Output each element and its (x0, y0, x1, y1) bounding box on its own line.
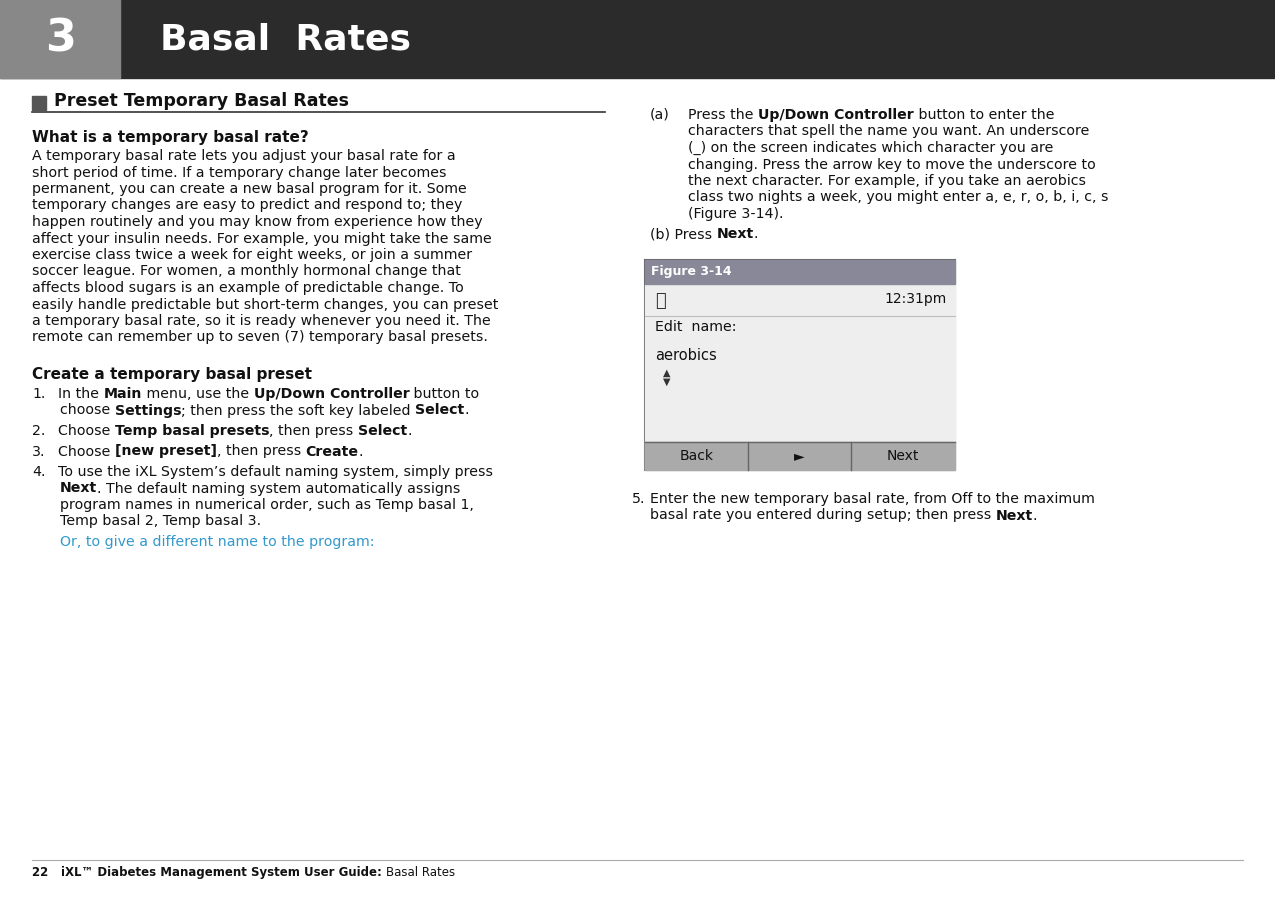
Text: .: . (464, 404, 469, 417)
Text: 4.: 4. (32, 465, 46, 479)
Text: easily handle predictable but short-term changes, you can preset: easily handle predictable but short-term… (32, 297, 499, 312)
Text: .: . (408, 424, 412, 438)
Text: Enter the new temporary basal rate, from Off to the maximum: Enter the new temporary basal rate, from… (650, 492, 1095, 506)
Bar (645, 284, 955, 470)
Text: Temp basal 2, Temp basal 3.: Temp basal 2, Temp basal 3. (60, 514, 261, 529)
Text: 3.: 3. (32, 444, 46, 459)
Text: . The default naming system automatically assigns: . The default naming system automaticall… (97, 481, 460, 496)
Text: the next character. For example, if you take an aerobics: the next character. For example, if you … (688, 174, 1086, 188)
Text: Preset Temporary Basal Rates: Preset Temporary Basal Rates (54, 92, 349, 110)
Text: short period of time. If a temporary change later becomes: short period of time. If a temporary cha… (32, 166, 446, 179)
Text: [new preset]: [new preset] (115, 444, 217, 459)
Text: 2.: 2. (32, 424, 46, 438)
Text: ▲: ▲ (663, 368, 671, 378)
Text: (_) on the screen indicates which character you are: (_) on the screen indicates which charac… (688, 141, 1053, 155)
Text: 5.: 5. (632, 492, 645, 506)
Text: (a): (a) (650, 108, 669, 122)
Text: Select: Select (416, 404, 464, 417)
Text: 3: 3 (45, 17, 75, 60)
Text: permanent, you can create a new basal program for it. Some: permanent, you can create a new basal pr… (32, 182, 467, 196)
Text: Create: Create (306, 444, 358, 459)
Text: To use the iXL System’s default naming system, simply press: To use the iXL System’s default naming s… (57, 465, 493, 479)
Text: ▼: ▼ (663, 377, 671, 387)
Text: aerobics: aerobics (655, 348, 717, 363)
Text: button to: button to (409, 387, 479, 401)
Text: Next: Next (60, 481, 97, 496)
Text: 1.: 1. (32, 387, 46, 401)
Text: iXL™ Diabetes Management System User Guide:: iXL™ Diabetes Management System User Gui… (61, 866, 385, 879)
Text: , then press: , then press (217, 444, 306, 459)
Text: Choose: Choose (57, 444, 115, 459)
Text: 22: 22 (32, 866, 61, 879)
Text: .: . (1033, 508, 1038, 523)
Text: remote can remember up to seven (7) temporary basal presets.: remote can remember up to seven (7) temp… (32, 331, 488, 344)
Text: A temporary basal rate lets you adjust your basal rate for a: A temporary basal rate lets you adjust y… (32, 149, 455, 163)
Text: , then press: , then press (269, 424, 358, 438)
Text: Main: Main (103, 387, 142, 401)
Text: Figure 3-14: Figure 3-14 (652, 266, 732, 278)
Text: Up/Down Controller: Up/Down Controller (759, 108, 914, 122)
Text: Press the: Press the (688, 108, 759, 122)
Text: basal rate you entered during setup; then press: basal rate you entered during setup; the… (650, 508, 996, 523)
Bar (645, 260, 955, 284)
Text: .: . (754, 227, 759, 241)
Text: a temporary basal rate, so it is ready whenever you need it. The: a temporary basal rate, so it is ready w… (32, 314, 491, 328)
Bar (645, 442, 955, 470)
Text: Settings: Settings (115, 404, 181, 417)
Text: Choose: Choose (57, 424, 115, 438)
Text: affects blood sugars is an example of predictable change. To: affects blood sugars is an example of pr… (32, 281, 464, 295)
Text: What is a temporary basal rate?: What is a temporary basal rate? (32, 130, 309, 145)
Text: Up/Down Controller: Up/Down Controller (254, 387, 409, 401)
Text: class two nights a week, you might enter a, e, r, o, b, i, c, s: class two nights a week, you might enter… (688, 190, 1108, 205)
Text: Temp basal presets: Temp basal presets (115, 424, 269, 438)
Text: program names in numerical order, such as Temp basal 1,: program names in numerical order, such a… (60, 498, 474, 512)
Text: ; then press the soft key labeled: ; then press the soft key labeled (181, 404, 416, 417)
Bar (0, 0, 120, 78)
Text: temporary changes are easy to predict and respond to; they: temporary changes are easy to predict an… (32, 198, 463, 213)
Text: exercise class twice a week for eight weeks, or join a summer: exercise class twice a week for eight we… (32, 248, 472, 262)
Text: Create a temporary basal preset: Create a temporary basal preset (32, 367, 312, 382)
Text: Next: Next (717, 227, 754, 241)
Text: Basal  Rates: Basal Rates (159, 22, 411, 56)
Text: soccer league. For women, a monthly hormonal change that: soccer league. For women, a monthly horm… (32, 265, 460, 278)
Text: Select: Select (358, 424, 408, 438)
Bar (645, 260, 955, 470)
Text: Edit  name:: Edit name: (655, 320, 737, 334)
Text: Basal Rates: Basal Rates (385, 866, 455, 879)
Bar (0, 0, 1275, 78)
Text: changing. Press the arrow key to move the underscore to: changing. Press the arrow key to move th… (688, 158, 1095, 171)
Text: In the: In the (57, 387, 103, 401)
Text: ⛹: ⛹ (655, 292, 666, 310)
Text: 12:31pm: 12:31pm (885, 292, 947, 306)
Text: characters that spell the name you want. An underscore: characters that spell the name you want.… (688, 124, 1089, 139)
Text: choose: choose (60, 404, 115, 417)
Text: ►: ► (794, 449, 805, 463)
Text: happen routinely and you may know from experience how they: happen routinely and you may know from e… (32, 215, 483, 229)
Text: (Figure 3-14).: (Figure 3-14). (688, 207, 784, 221)
Text: .: . (358, 444, 363, 459)
Text: Next: Next (886, 449, 919, 463)
Text: menu, use the: menu, use the (142, 387, 254, 401)
Text: (b) Press: (b) Press (650, 227, 717, 241)
Bar (32, 96, 46, 110)
Text: button to enter the: button to enter the (914, 108, 1054, 122)
Text: Back: Back (680, 449, 714, 463)
Text: Next: Next (996, 508, 1033, 523)
Text: Or, to give a different name to the program:: Or, to give a different name to the prog… (60, 535, 375, 549)
Text: affect your insulin needs. For example, you might take the same: affect your insulin needs. For example, … (32, 232, 492, 245)
